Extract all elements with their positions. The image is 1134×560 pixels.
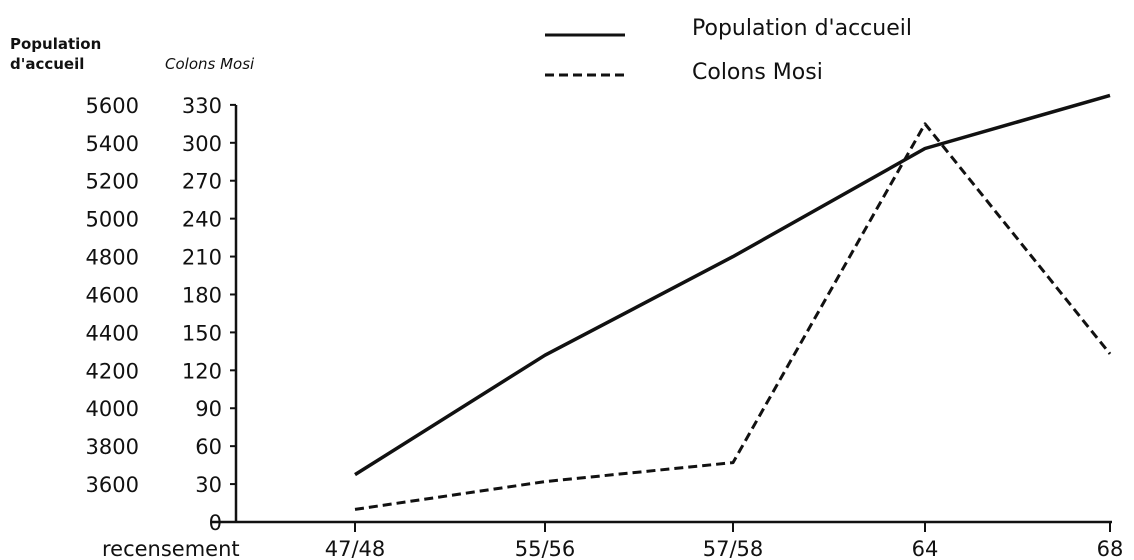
series-line-population-accueil (354, 93, 1111, 477)
y-right-tick-label: 210 (182, 246, 222, 270)
y-left-tick-label: 4600 (86, 283, 139, 307)
x-tick-label: 68 (1097, 537, 1124, 560)
y-left-tick-label: 5400 (86, 132, 139, 156)
y-right-tick-label: 90 (195, 397, 222, 421)
x-tick-label: 57/58 (703, 537, 764, 560)
x-ticks: 47/48 55/56 57/58 64 68 (325, 522, 1124, 560)
y-right-ticks: 0 30 60 90 120 150 180 210 240 270 300 330 (182, 94, 236, 535)
legend-label-population: Population d'accueil (692, 16, 912, 41)
y-right-tick-label: 330 (182, 94, 222, 118)
y-right-tick-label: 240 (182, 208, 222, 232)
y-left-tick-label: 4400 (86, 321, 139, 345)
y-right-tick-label: 0 (209, 511, 222, 535)
y-right-tick-label: 270 (182, 170, 222, 194)
y-right-axis-title: Colons Mosi (165, 55, 255, 73)
x-tick-label: 64 (912, 537, 939, 560)
x-axis-title: recensement (102, 537, 240, 560)
y-left-tick-label: 3800 (86, 435, 139, 459)
legend-label-colons: Colons Mosi (692, 60, 823, 85)
y-left-tick-label: 4800 (86, 246, 139, 270)
y-left-tick-label: 4200 (86, 359, 139, 383)
y-right-tick-label: 300 (182, 132, 222, 156)
y-left-axis-title-line2: d'accueil (10, 55, 84, 73)
y-right-tick-label: 120 (182, 359, 222, 383)
y-left-tick-label: 3600 (86, 473, 139, 497)
x-tick-label: 55/56 (515, 537, 576, 560)
series-layer (354, 93, 1112, 511)
y-right-tick-label: 30 (195, 473, 222, 497)
y-left-axis-title-line1: Population (10, 35, 101, 53)
y-right-tick-label: 180 (182, 283, 222, 307)
y-right-tick-label: 150 (182, 321, 222, 345)
y-left-ticks: 3600 3800 4000 4200 4400 4600 4800 5000 5200 5400… (86, 94, 139, 497)
series-line-colons-mosi (354, 122, 1112, 511)
y-right-tick-label: 60 (195, 435, 222, 459)
legend: Population d'accueil Colons Mosi (545, 16, 912, 85)
y-left-tick-label: 4000 (86, 397, 139, 421)
y-left-tick-label: 5600 (86, 94, 139, 118)
y-left-tick-label: 5200 (86, 170, 139, 194)
x-tick-label: 47/48 (325, 537, 386, 560)
y-left-tick-label: 5000 (86, 208, 139, 232)
